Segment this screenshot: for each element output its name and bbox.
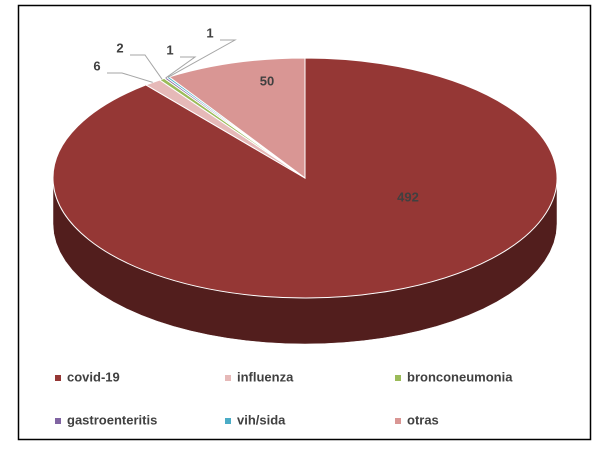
legend-label: influenza — [237, 369, 294, 384]
legend-swatch — [395, 375, 401, 381]
data-label: 492 — [397, 189, 419, 204]
legend-swatch — [55, 418, 61, 424]
data-label: 1 — [206, 25, 213, 40]
data-label: 6 — [93, 58, 100, 73]
legend-swatch — [225, 375, 231, 381]
legend-label: gastroenteritis — [67, 412, 157, 427]
legend-label: otras — [407, 412, 439, 427]
legend-swatch — [225, 418, 231, 424]
data-label: 2 — [116, 40, 123, 55]
data-label: 50 — [260, 73, 274, 88]
data-label: 1 — [166, 42, 173, 57]
pie-slice — [168, 57, 306, 179]
legend-swatch — [55, 375, 61, 381]
legend-label: covid-19 — [67, 369, 120, 384]
legend-swatch — [395, 418, 401, 424]
legend-label: vih/sida — [237, 412, 286, 427]
legend-label: bronconeumonia — [407, 369, 513, 384]
leader-line — [167, 39, 237, 78]
leader-line — [107, 72, 153, 83]
leader-line — [130, 54, 163, 80]
leader-line — [165, 56, 197, 79]
